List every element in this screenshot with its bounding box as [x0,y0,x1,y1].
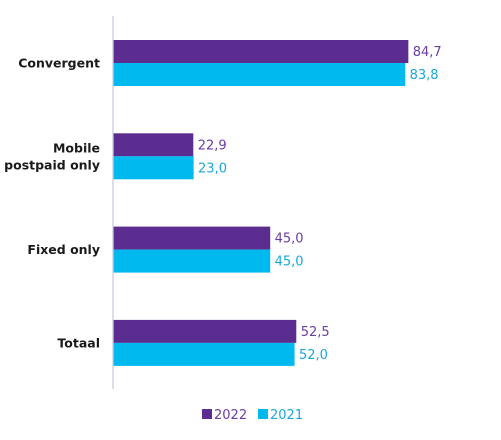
data-labels: 84,7 83,8 22,9 23,0 45,0 45,0 52,5 52,0 [198,45,442,363]
category-label: Totaal [57,335,100,350]
category-label: Convergent [18,56,100,71]
bar-2021 [113,249,271,273]
legend-label-2022: 2022 [214,408,247,423]
data-label-2021: 83,8 [410,68,439,83]
data-label-2022: 84,7 [413,45,442,60]
bar-2022 [113,40,409,63]
category-labels: Convergent Mobile postpaid only Fixed only T… [4,56,100,351]
category-label: Fixed only [27,242,100,257]
bars [113,40,409,366]
data-label-2021: 45,0 [275,255,304,270]
legend: 2022 2021 [202,408,303,423]
bar-2021 [113,342,295,366]
bar-2021 [113,63,406,86]
category-label: Mobile postpaid only [4,140,100,172]
data-label-2022: 52,5 [301,325,330,340]
bar-2022 [113,226,271,250]
bar-2022 [113,133,194,157]
legend-swatch-2022 [202,409,212,419]
legend-label-2021: 2021 [270,408,303,423]
data-label-2022: 22,9 [198,138,227,153]
data-label-2022: 45,0 [275,232,304,247]
data-label-2021: 52,0 [299,348,328,363]
legend-swatch-2021 [258,409,268,419]
bar-2021 [113,156,194,180]
data-label-2021: 23,0 [198,161,227,176]
bar-2022 [113,319,297,343]
